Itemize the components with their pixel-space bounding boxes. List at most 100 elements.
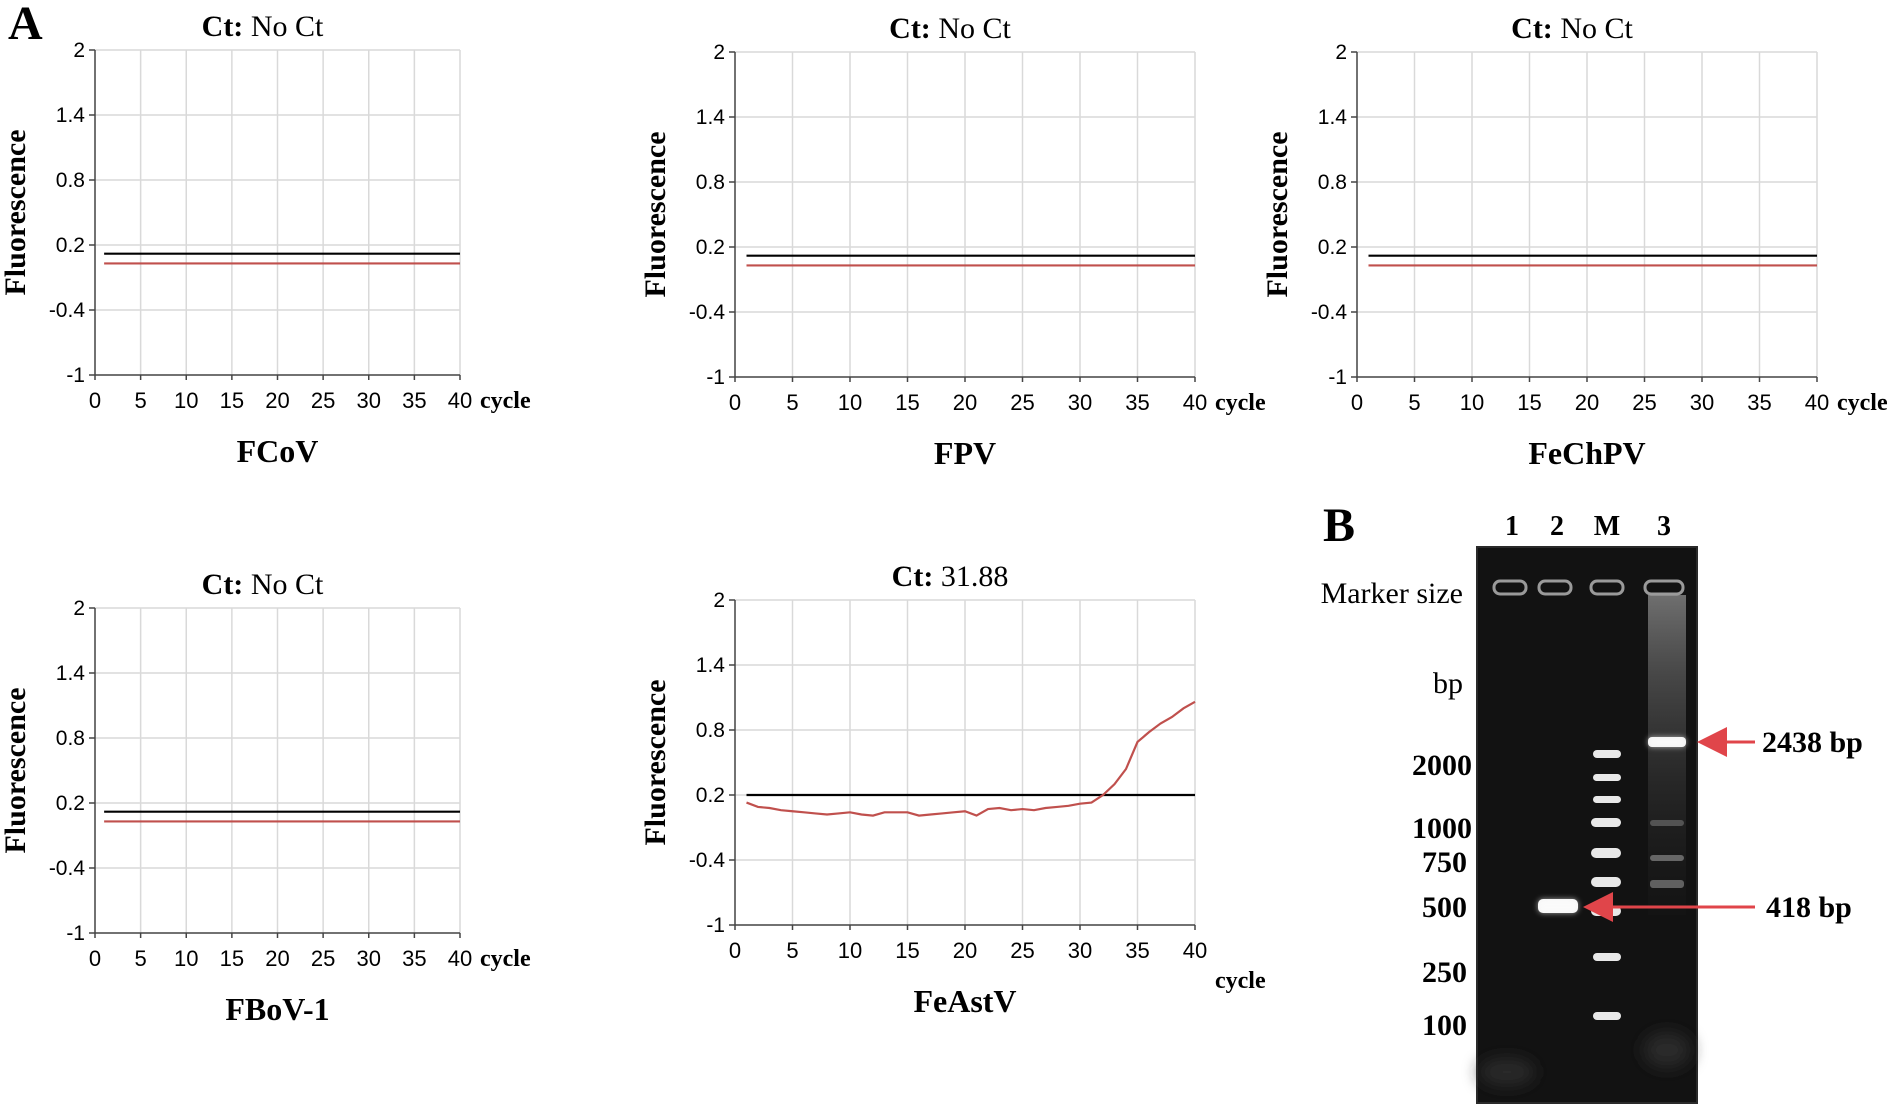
chart-2-xtick-label: 10 <box>1460 390 1484 415</box>
chart-4-fluorescence-curve <box>746 700 1196 817</box>
chart-3-ytick-label: 0.2 <box>56 792 85 815</box>
chart-2-title-value: No Ct <box>1553 12 1634 45</box>
chart-1-ytick-label: 0.2 <box>696 236 725 259</box>
marker-label: 2000 <box>1412 749 1472 782</box>
chart-0-xtick-label: 15 <box>220 388 244 413</box>
chart-4-ytick-label: -1 <box>706 914 725 937</box>
chart-2-xtick-label: 40 <box>1805 390 1829 415</box>
chart-0-title-value: No Ct <box>243 10 324 43</box>
chart-1-unit-label: cycle <box>1215 390 1266 416</box>
chart-0-ytick-label: 1.4 <box>56 104 86 127</box>
ladder-band <box>1593 953 1621 961</box>
chart-1-title: Ct: No Ct <box>889 12 1011 45</box>
chart-4-ylabel: Fluorescence <box>639 679 672 845</box>
chart-2-title-prefix: Ct: <box>1511 12 1553 45</box>
chart-2-ytick-label: -1 <box>1328 366 1347 389</box>
chart-2-ytick-label: 0.2 <box>1318 236 1347 259</box>
chart-4-xtick-label: 20 <box>953 938 977 963</box>
chart-1-ytick-label: 2 <box>713 41 725 64</box>
chart-3-ytick-label: 1.4 <box>56 662 86 685</box>
chart-4-ytick-label: 0.2 <box>696 784 725 807</box>
panel-b-label: B <box>1323 499 1356 552</box>
chart-4-title: Ct: 31.88 <box>892 560 1009 593</box>
chart-3-xtick-label: 10 <box>174 946 198 971</box>
chart-2-title: Ct: No Ct <box>1511 12 1633 45</box>
chart-2-ytick-label: 0.8 <box>1318 171 1347 194</box>
chart-4-title-prefix: Ct: <box>892 560 934 593</box>
chart-0-xtick-label: 5 <box>135 388 147 413</box>
chart-4-ytick-label: -0.4 <box>689 849 726 872</box>
chart-2-ytick-label: -0.4 <box>1311 301 1348 324</box>
chart-1-ytick-label: 1.4 <box>696 106 726 129</box>
chart-0-xtick-label: 25 <box>311 388 335 413</box>
chart-0-title: Ct: No Ct <box>202 10 324 43</box>
chart-3-xtick-label: 35 <box>402 946 426 971</box>
chart-3-xtick-label: 40 <box>448 946 472 971</box>
chart-4-xtick-label: 30 <box>1068 938 1092 963</box>
chart-1-xlabel: FPV <box>934 435 996 471</box>
chart-2-xlabel: FeChPV <box>1528 435 1645 471</box>
chart-3-ylabel: Fluorescence <box>0 687 32 853</box>
chart-4-xtick-label: 40 <box>1183 938 1207 963</box>
chart-4-xtick-label: 25 <box>1010 938 1034 963</box>
chart-4-ytick-label: 2 <box>713 589 725 612</box>
chart-0-ytick-label: 0.8 <box>56 169 85 192</box>
chart-1-xtick-label: 5 <box>786 390 798 415</box>
chart-3-title: Ct: No Ct <box>202 568 324 601</box>
lane-3-smear <box>1648 595 1686 915</box>
chart-1-title-prefix: Ct: <box>889 12 931 45</box>
chart-4-title-value: 31.88 <box>933 560 1008 593</box>
band-label-2438bp: 2438 bp <box>1762 726 1863 759</box>
chart-3-ytick-label: 2 <box>73 597 85 620</box>
marker-ladder <box>1591 750 1621 1020</box>
marker-size-title: Marker size <box>1321 577 1463 610</box>
chart-2-xtick-label: 15 <box>1517 390 1541 415</box>
chart-1-ytick-label: 0.8 <box>696 171 725 194</box>
chart-1-xtick-label: 20 <box>953 390 977 415</box>
chart-2-xtick-label: 30 <box>1690 390 1714 415</box>
lane-label-m: M <box>1594 511 1620 542</box>
band-label-418bp: 418 bp <box>1766 891 1852 924</box>
marker-label: 750 <box>1422 846 1467 879</box>
chart-4-ytick-label: 0.8 <box>696 719 725 742</box>
chart-1-xtick-label: 30 <box>1068 390 1092 415</box>
chart-1-title-value: No Ct <box>931 12 1012 45</box>
marker-label: 1000 <box>1412 812 1472 845</box>
chart-3-title-prefix: Ct: <box>202 568 244 601</box>
chart-1-xtick-label: 40 <box>1183 390 1207 415</box>
chart-4-xtick-label: 35 <box>1125 938 1149 963</box>
ladder-band <box>1591 848 1621 858</box>
chart-2-xtick-label: 25 <box>1632 390 1656 415</box>
chart-4-xtick-label: 10 <box>838 938 862 963</box>
chart-0-xtick-label: 10 <box>174 388 198 413</box>
ladder-band <box>1593 750 1621 758</box>
chart-3-xtick-label: 30 <box>357 946 381 971</box>
chart-1-xtick-label: 0 <box>729 390 741 415</box>
marker-label: 100 <box>1422 1009 1467 1042</box>
chart-0-xtick-label: 35 <box>402 388 426 413</box>
chart-3-unit-label: cycle <box>480 946 531 972</box>
chart-3-xtick-label: 5 <box>135 946 147 971</box>
chart-3-xlabel: FBoV-1 <box>225 991 329 1027</box>
chart-0-xlabel: FCoV <box>237 433 319 469</box>
chart-2-ylabel: Fluorescence <box>1261 131 1294 297</box>
chart-2-ytick-label: 2 <box>1335 41 1347 64</box>
chart-0-ytick-label: 2 <box>73 39 85 62</box>
chart-1-ylabel: Fluorescence <box>639 131 672 297</box>
chart-3-xtick-label: 25 <box>311 946 335 971</box>
chart-4-xtick-label: 0 <box>729 938 741 963</box>
chart-3-ytick-label: -0.4 <box>49 857 86 880</box>
chart-3-ytick-label: 0.8 <box>56 727 85 750</box>
chart-4-ytick-label: 1.4 <box>696 654 726 677</box>
ladder-band <box>1591 818 1621 827</box>
chart-0-ylabel: Fluorescence <box>0 129 32 295</box>
chart-4-unit-label: cycle <box>1215 968 1266 994</box>
chart-0-xtick-label: 20 <box>265 388 289 413</box>
chart-3-xtick-label: 0 <box>89 946 101 971</box>
ladder-band <box>1593 1012 1621 1020</box>
chart-3-xtick-label: 20 <box>265 946 289 971</box>
chart-4-xlabel: FeAstV <box>913 983 1016 1019</box>
ladder-band <box>1593 774 1621 781</box>
